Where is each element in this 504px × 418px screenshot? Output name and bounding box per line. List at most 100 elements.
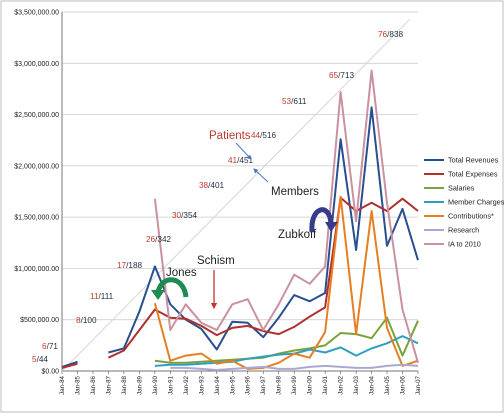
- x-tick-label: Jan-01: [322, 375, 329, 394]
- members-arrow: [253, 168, 269, 183]
- x-tick-label: Jan-98: [276, 375, 283, 394]
- ratio-patients: /401: [208, 181, 224, 190]
- annotation-patients: Patients: [209, 130, 251, 142]
- ratio-members: 65: [329, 71, 339, 80]
- ratio-patients: /71: [47, 342, 59, 351]
- x-tick-label: Jan-86: [90, 375, 97, 394]
- ratio-label: 76/838: [378, 30, 403, 39]
- series-line-5: [170, 363, 419, 371]
- ratio-label: 53/611: [282, 97, 307, 106]
- ratio-members: 41: [228, 156, 238, 165]
- ratio-members: 11: [90, 292, 99, 301]
- ratio-labels: 5/446/718/10011/11117/18826/34230/35438/…: [32, 30, 403, 364]
- ratio-label: 6/71: [42, 342, 58, 351]
- legend: Total Revenues Total Expenses Salaries Memb…: [424, 156, 504, 249]
- legend-label: Salaries: [448, 184, 475, 193]
- trend-diagonal: [61, 18, 411, 372]
- ratio-patients: /838: [387, 30, 403, 39]
- y-tick-label: $1,000,000.00: [14, 266, 59, 273]
- x-tick-label: Jan-84: [59, 375, 66, 394]
- legend-label: Research: [448, 226, 479, 235]
- zubkoff-arrowhead: [325, 222, 338, 232]
- diagonal-line: [61, 18, 411, 372]
- ratio-patients: /111: [99, 292, 114, 301]
- grid-lines: [62, 11, 418, 372]
- ratio-members: 8: [76, 316, 81, 325]
- ratio-patients: /451: [237, 156, 253, 165]
- series-line-1: [61, 196, 419, 369]
- ratio-patients: /713: [338, 71, 354, 80]
- ratio-members: 53: [282, 97, 292, 106]
- x-tick-label: Jan-00: [307, 375, 314, 394]
- series-line-2: [154, 316, 419, 364]
- y-axis-ticks: $0.00 $500,000.00 $1,000,000.00 $1,500,000.…: [14, 10, 59, 376]
- ratio-label: 44/516: [251, 131, 276, 140]
- x-tick-label: Jan-97: [260, 375, 267, 394]
- series-line-0: [61, 106, 419, 368]
- annotation-zubkoff: Zubkoff: [278, 229, 317, 241]
- y-tick-label: $1,500,000.00: [14, 215, 59, 222]
- annotation-schism: Schism: [197, 255, 235, 267]
- legend-label: Contributions*: [448, 212, 494, 221]
- x-tick-label: Jan-93: [198, 375, 205, 394]
- legend-label: Member Charges: [448, 198, 504, 207]
- axes: [61, 12, 418, 372]
- x-tick-label: Jan-95: [229, 375, 236, 394]
- ratio-patients: /354: [181, 211, 197, 220]
- y-tick-label: $500,000.00: [20, 317, 59, 324]
- x-tick-label: Jan-89: [136, 375, 143, 394]
- x-tick-label: Jan-94: [214, 375, 221, 394]
- zubkoff-arrow: [309, 207, 334, 233]
- x-tick-label: Jan-96: [245, 375, 252, 394]
- annotation-members: Members: [271, 186, 319, 198]
- y-tick-label: $2,000,000.00: [14, 163, 59, 170]
- x-tick-label: Jan-90: [152, 375, 159, 394]
- series-line-3: [154, 335, 419, 367]
- annotation-jones: Jones: [166, 267, 197, 279]
- ratio-members: 26: [146, 235, 156, 244]
- ratio-label: 41/451: [228, 156, 253, 165]
- x-tick-label: Jan-02: [338, 375, 345, 394]
- ratio-members: 5: [32, 355, 37, 364]
- ratio-members: 44: [251, 131, 261, 140]
- ratio-members: 17: [117, 261, 127, 270]
- series-line-6: [153, 69, 419, 364]
- ratio-patients: /342: [155, 235, 171, 244]
- series-line-4: [153, 195, 419, 370]
- y-tick-label: $2,500,000.00: [14, 112, 59, 119]
- x-tick-label: Jan-05: [384, 375, 391, 394]
- x-tick-label: Jan-85: [74, 375, 81, 394]
- patients-arrow: [235, 142, 252, 160]
- x-tick-label: Jan-92: [183, 375, 190, 394]
- y-tick-label: $3,500,000.00: [14, 10, 59, 17]
- series-lines: [61, 69, 419, 371]
- ratio-label: 30/354: [172, 211, 197, 220]
- ratio-patients: /611: [291, 97, 307, 106]
- x-tick-label: Jan-88: [121, 375, 128, 394]
- annotations: Patients Members Jones Schism Zubkoff: [151, 130, 338, 310]
- ratio-members: 30: [172, 211, 182, 220]
- x-tick-label: Jan-91: [167, 375, 174, 394]
- ratio-members: 6: [42, 342, 47, 351]
- legend-label: Total Expenses: [448, 170, 498, 179]
- x-axis-ticks: Jan-84 Jan-85 Jan-86 Jan-87 Jan-88 Jan-89 Jan-…: [59, 371, 422, 395]
- x-tick-label: Jan-07: [415, 375, 422, 394]
- ratio-patients: /188: [126, 261, 142, 270]
- ratio-patients: /516: [260, 131, 276, 140]
- legend-label: IA to 2010: [448, 240, 481, 249]
- ratio-members: 76: [378, 30, 388, 39]
- ratio-patients: /44: [37, 355, 49, 364]
- ratio-label: 17/188: [117, 261, 142, 270]
- jones-arrowhead: [151, 290, 165, 300]
- x-tick-label: Jan-99: [291, 375, 298, 394]
- y-tick-label: $3,000,000.00: [14, 61, 59, 68]
- ratio-label: 38/401: [199, 181, 224, 190]
- legend-label: Total Revenues: [448, 156, 499, 165]
- ratio-members: 38: [199, 181, 209, 190]
- ratio-label: 11/111: [90, 292, 114, 301]
- ratio-label: 65/713: [329, 71, 354, 80]
- x-tick-label: Jan-87: [105, 375, 112, 394]
- x-tick-label: Jan-04: [369, 375, 376, 394]
